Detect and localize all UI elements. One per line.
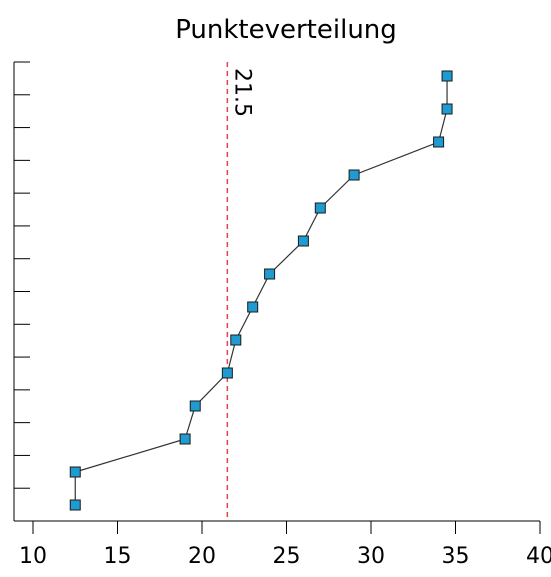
data-point [433, 136, 445, 148]
data-point [348, 169, 360, 181]
data-point [441, 103, 453, 115]
data-point [221, 367, 233, 379]
x-tick-label: 35 [442, 544, 470, 569]
data-point [69, 499, 81, 511]
reference-line-group: 21.5 [226, 62, 254, 521]
series-group [69, 70, 453, 511]
data-point [247, 301, 259, 313]
data-point [69, 466, 81, 478]
x-tick-label: 40 [526, 544, 551, 569]
data-point [441, 70, 453, 82]
data-point [189, 400, 201, 412]
data-point [297, 235, 309, 247]
x-tick-label: 25 [273, 544, 301, 569]
data-point [314, 202, 326, 214]
y-axis [13, 61, 30, 522]
x-axis: 10 15 20 25 30 35 40 [14, 520, 551, 569]
x-tick-label: 30 [357, 544, 385, 569]
x-tick-label: 15 [104, 544, 132, 569]
data-point [179, 433, 191, 445]
chart-title: Punkteverteilung [175, 15, 397, 45]
x-tick-label: 10 [19, 544, 47, 569]
data-point [230, 334, 242, 346]
series-line [74, 76, 448, 505]
x-tick-label: 20 [188, 544, 216, 569]
reference-line-label: 21.5 [229, 68, 254, 117]
data-point [264, 268, 276, 280]
